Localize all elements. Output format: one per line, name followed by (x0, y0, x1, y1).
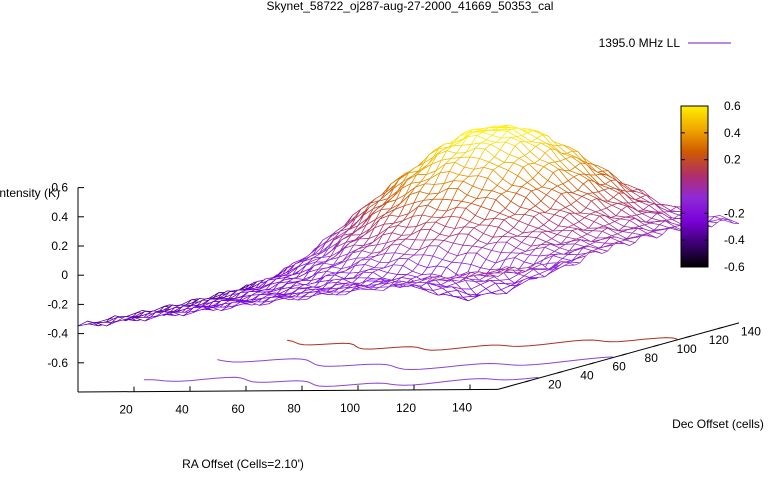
y-tick-label: 60 (612, 360, 626, 374)
colorbar-tick-label: 0.4 (724, 126, 741, 140)
colorbar-tick-label: -0.2 (724, 206, 745, 220)
x-tick-label: 100 (340, 401, 360, 415)
colorbar-tick-label: -0.4 (724, 233, 745, 247)
x-axis-line (77, 388, 499, 393)
y-tick-label: 80 (645, 351, 659, 365)
colorbar-tick-label: 0.6 (724, 99, 741, 113)
axis-box (77, 187, 740, 393)
y-tick-mark (524, 379, 531, 383)
y-tick-mark (717, 326, 724, 330)
y-tick-mark (589, 362, 595, 365)
y-tick-label: 140 (741, 324, 761, 338)
z-axis-label: Intensity (K) (0, 186, 60, 200)
chart-title: Skynet_58722_oj287-aug-27-2000_41669_503… (267, 0, 554, 13)
legend-label: 1395.0 MHz LL (599, 36, 681, 50)
x-tick-label: 140 (452, 401, 472, 415)
x-tick-label: 40 (175, 402, 189, 416)
surface-cell (488, 272, 505, 277)
y-axis-line (497, 322, 740, 390)
z-tick-label: -0.2 (47, 297, 68, 311)
surface-mesh (77, 124, 740, 327)
colorbar: 0.6 0.4 0.2 -0.2 -0.4 -0.6 (680, 99, 745, 274)
y-tick-label: 40 (580, 369, 594, 383)
y-tick-mark (621, 353, 627, 356)
floor-trace (287, 337, 678, 351)
y-tick-mark (653, 344, 659, 347)
y-axis-label: Dec Offset (cells) (672, 417, 764, 431)
x-axis-label: RA Offset (Cells=2.10') (182, 457, 304, 471)
floor-trace (143, 376, 539, 387)
z-tick-label: 0.6 (51, 181, 68, 195)
y-tick-label: 20 (548, 377, 562, 391)
colorbar-ticks: 0.6 0.4 0.2 -0.2 -0.4 -0.6 (681, 99, 745, 274)
floor-trace (217, 356, 613, 371)
z-tick-label: -0.6 (47, 356, 68, 370)
x-tick-label: 120 (396, 401, 416, 415)
colorbar-tick-label: -0.6 (724, 260, 745, 274)
legend: 1395.0 MHz LL (599, 36, 731, 50)
z-tick-label: -0.4 (47, 327, 68, 341)
y-tick-label: 100 (677, 342, 697, 356)
axis-ticks: 20 40 60 80 100 120 140 20 40 60 80 100 120 140 0.6 0.4… (47, 181, 761, 417)
colorbar-tick-label: 0.2 (724, 153, 741, 167)
y-tick-label: 120 (709, 333, 729, 347)
z-tick-label: 0.4 (51, 210, 68, 224)
y-tick-mark (685, 335, 691, 339)
y-tick-mark (557, 371, 563, 374)
x-tick-label: 60 (231, 402, 245, 416)
colorbar-gradient (680, 105, 709, 268)
z-tick-label: 0 (61, 268, 68, 282)
x-tick-label: 80 (287, 402, 301, 416)
x-tick-label: 20 (119, 403, 133, 417)
z-tick-label: 0.2 (51, 239, 68, 253)
